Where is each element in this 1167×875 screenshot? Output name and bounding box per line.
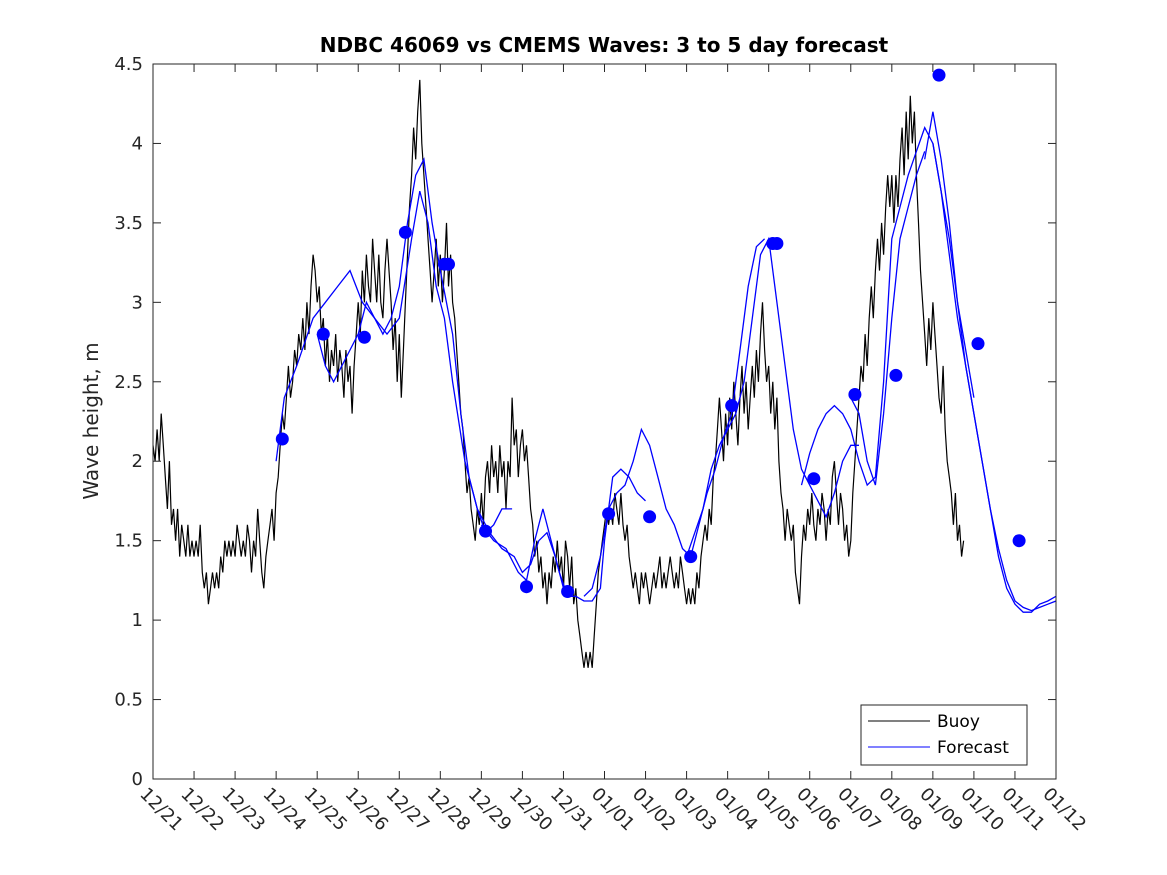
y-tick-label-7: 3.5	[114, 213, 143, 234]
forecast-marker-17	[889, 368, 903, 382]
legend-box	[860, 704, 1028, 766]
chart-title: NDBC 46069 vs CMEMS Waves: 3 to 5 day fo…	[320, 33, 889, 57]
forecast-series-line-1	[316, 157, 565, 589]
forecast-marker-3	[398, 225, 412, 239]
y-tick-label-4: 2	[132, 451, 143, 472]
forecast-marker-10	[643, 510, 657, 524]
legend-buoy-label: Buoy	[937, 712, 980, 732]
axes-box	[152, 63, 1057, 780]
forecast-series-line-0	[275, 190, 513, 534]
forecast-series-line-8	[932, 143, 1056, 612]
forecast-marker-19	[971, 337, 985, 351]
y-tick-label-0: 0	[132, 769, 143, 790]
y-tick-label-6: 3	[132, 292, 143, 313]
plot-area	[153, 64, 1056, 779]
y-tick-label-8: 4	[132, 133, 143, 154]
forecast-marker-5	[442, 257, 455, 271]
forecast-marker-15	[807, 472, 821, 486]
forecast-marker-6	[479, 524, 492, 538]
forecast-marker-20	[1012, 534, 1026, 548]
y-tick-label-1: 0.5	[114, 690, 143, 711]
y-tick-label-5: 2.5	[114, 372, 143, 393]
forecast-marker-18	[932, 68, 946, 82]
forecast-marker-11	[684, 550, 698, 564]
y-tick-label-9: 4.5	[114, 54, 143, 75]
forecast-marker-16	[848, 388, 862, 401]
forecast-marker-0	[275, 432, 289, 446]
y-tick-label-3: 1.5	[114, 531, 143, 552]
series-layer	[153, 68, 1056, 668]
forecast-marker-14	[770, 237, 784, 250]
forecast-marker-2	[357, 330, 371, 344]
forecast-series-line-6	[850, 151, 926, 486]
legend: Buoy Forecast	[860, 704, 1028, 766]
forecast-series-line-5	[800, 125, 975, 487]
forecast-series-line-3	[583, 238, 766, 597]
forecast-marker-1	[316, 327, 330, 341]
forecast-marker-9	[602, 507, 616, 521]
forecast-marker-8	[561, 585, 575, 598]
legend-forecast-label: Forecast	[937, 738, 1009, 758]
y-axis-label: Wave height, m	[79, 342, 103, 499]
forecast-marker-7	[520, 580, 533, 594]
forecast-series-line-4	[685, 236, 859, 557]
y-tick-label-2: 1	[132, 610, 143, 631]
forecast-marker-12	[725, 399, 739, 413]
